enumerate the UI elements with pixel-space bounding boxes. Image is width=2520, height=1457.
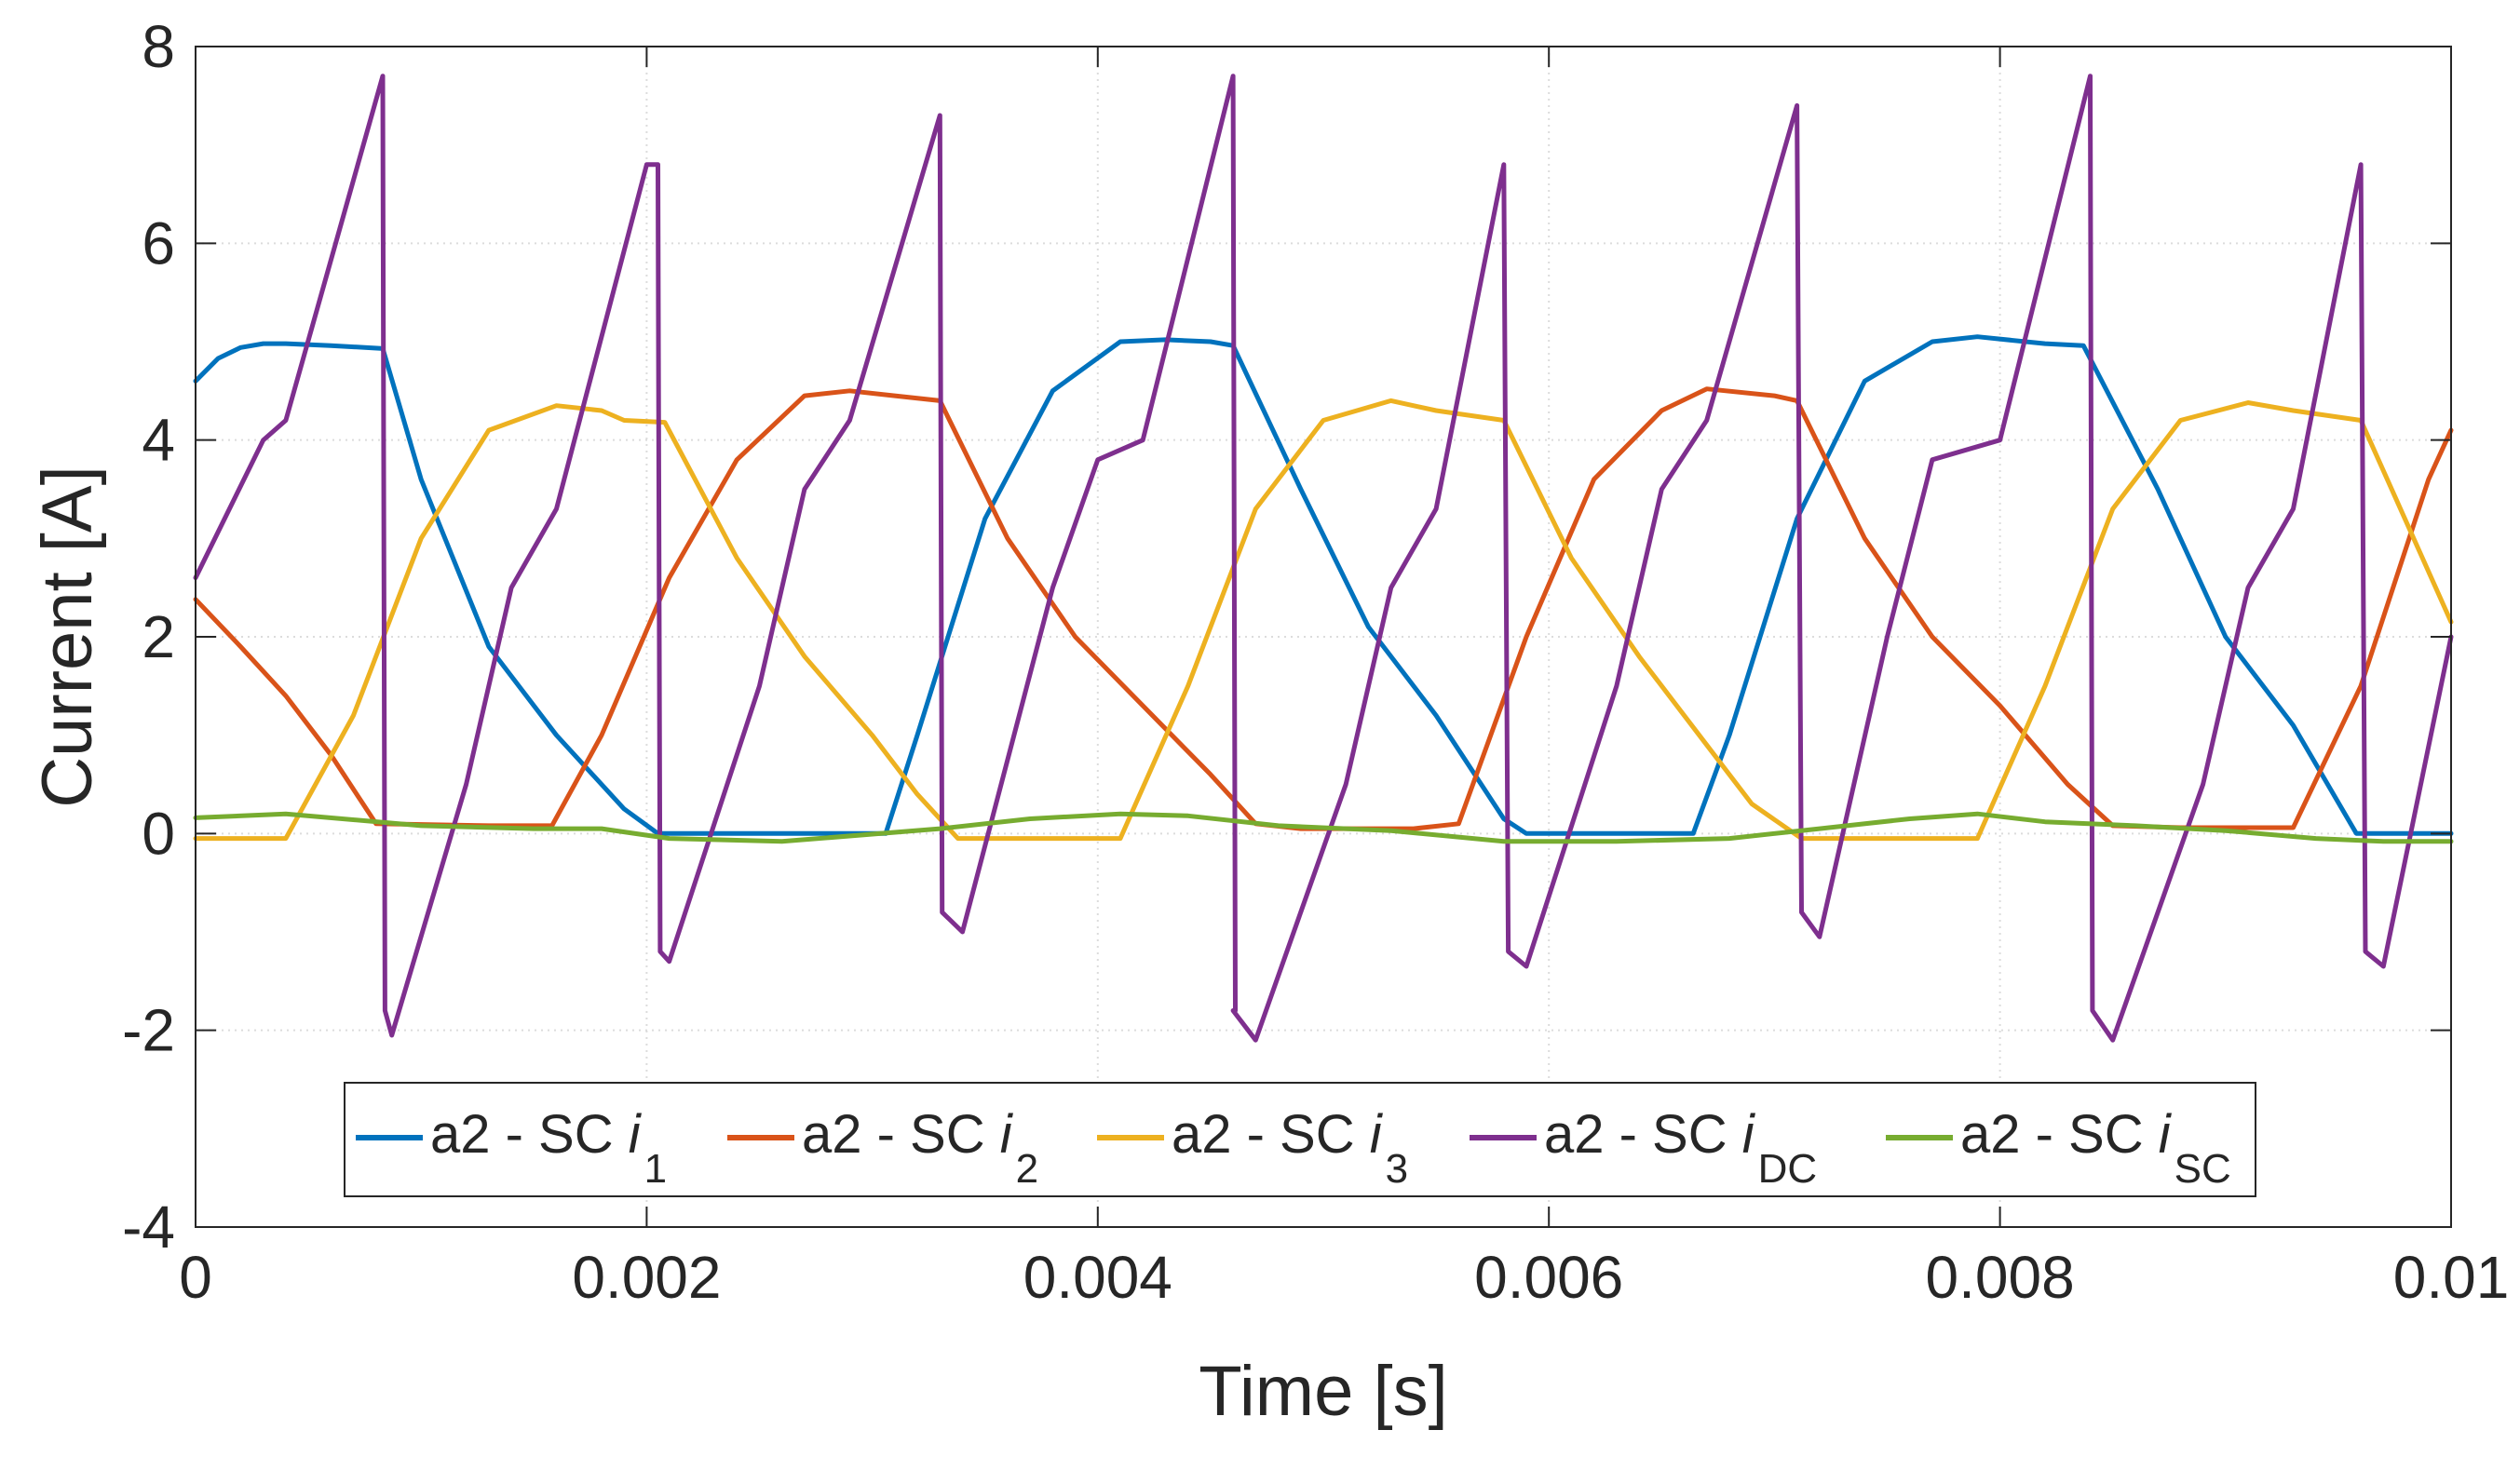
legend-label: a2 - SC iDC [1544,1104,1817,1192]
x-tick-label: 0.008 [1926,1244,2075,1311]
legend-item: a2 - SC i3 [1097,1104,1408,1192]
legend-label: a2 - SC i2 [802,1104,1038,1192]
series-lines [193,74,2454,1043]
y-tick-label: -2 [122,997,175,1064]
legend: a2 - SC i1 a2 - SC i2 a2 - SC i3 a2 - SC iD… [344,1082,2256,1197]
legend-label: a2 - SC iSC [1960,1104,2231,1192]
y-tick-label: -4 [122,1194,175,1261]
x-tick-label: 0.002 [572,1244,721,1311]
legend-item: a2 - SC iDC [1470,1104,1817,1192]
series-line-idc [193,74,2454,1043]
y-tick-label: 2 [142,603,175,670]
x-tick-label: 0.01 [2393,1244,2510,1311]
x-axis-label: Time [s] [1199,1352,1447,1431]
legend-item: a2 - SC iSC [1886,1104,2231,1192]
x-tick-label: 0.004 [1023,1244,1172,1311]
y-tick-label: 4 [142,407,175,474]
legend-item: a2 - SC i2 [727,1104,1038,1192]
x-tick-label: 0 [179,1244,212,1311]
legend-label: a2 - SC i3 [1172,1104,1408,1192]
series-line-i1 [193,334,2454,836]
x-tick-label: 0.006 [1474,1244,1623,1311]
axis-ticks: 0 0.002 0.004 0.006 0.008 0.01 -4 -2 0 2 4 6 8 [122,13,2509,1311]
y-tick-label: 8 [142,13,175,80]
series-line-isc [193,811,2454,844]
y-axis-label: Current [A] [28,465,107,807]
legend-item: a2 - SC i1 [356,1104,667,1192]
y-tick-label: 6 [142,209,175,277]
y-tick-label: 0 [142,800,175,867]
legend-label: a2 - SC i1 [430,1104,667,1192]
series-line-i3 [193,398,2454,842]
